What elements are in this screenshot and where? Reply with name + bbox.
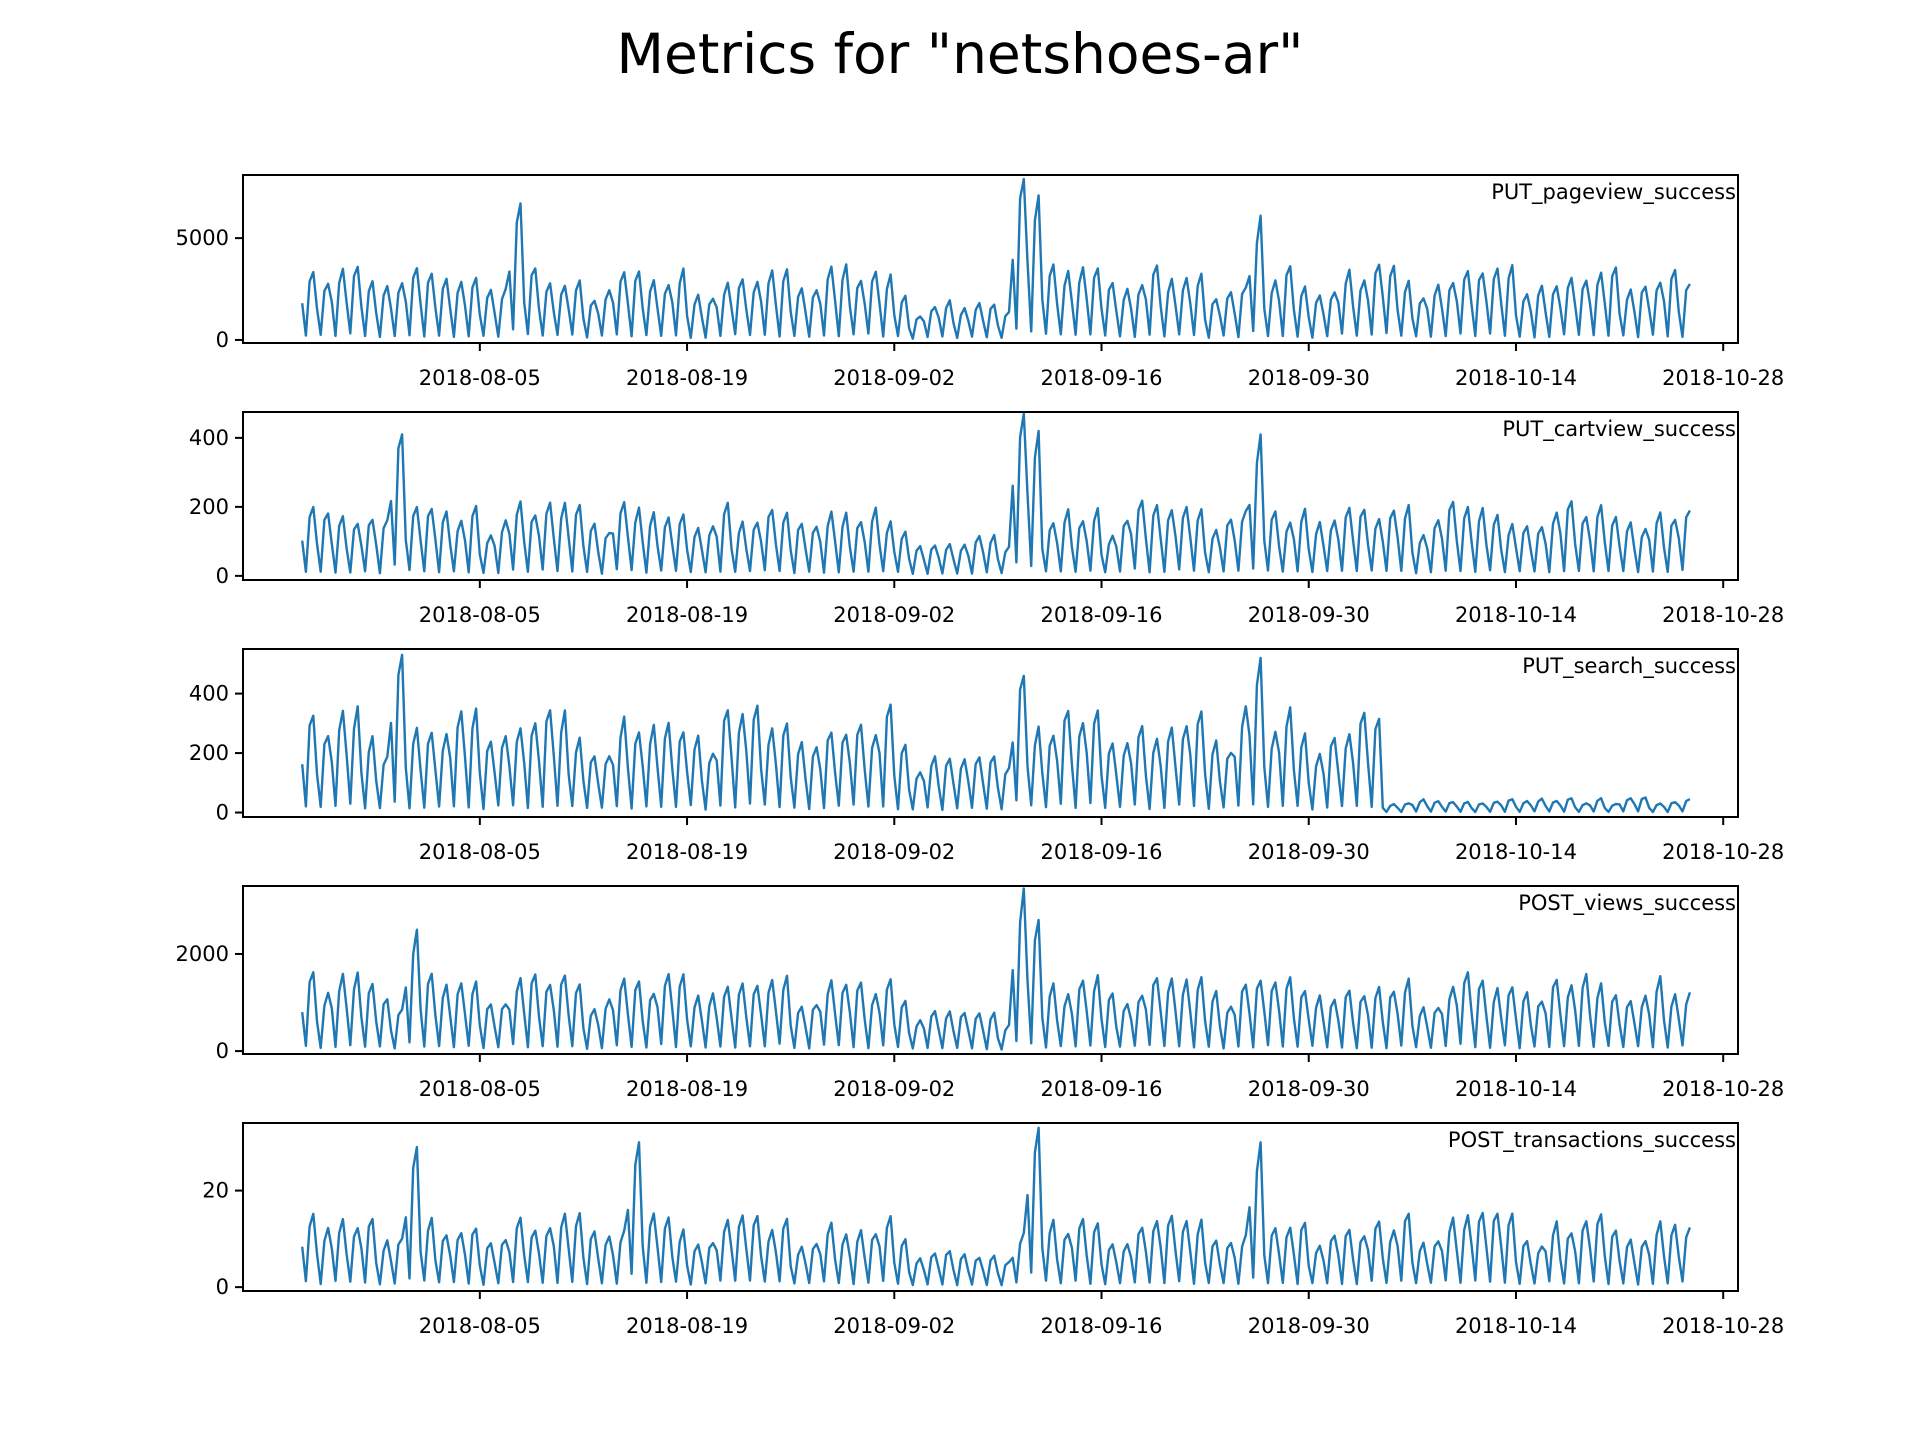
x-tick-label: 2018-08-05: [419, 840, 541, 864]
x-tick-label: 2018-10-28: [1662, 840, 1784, 864]
x-tick-label: 2018-09-16: [1040, 1077, 1162, 1101]
x-tick-label: 2018-08-19: [626, 840, 748, 864]
x-tick-label: 2018-10-14: [1455, 1314, 1577, 1338]
axes-frame-3: [242, 648, 1739, 818]
x-tick-label: 2018-09-16: [1040, 603, 1162, 627]
x-tick-label: 2018-09-02: [833, 603, 955, 627]
x-tick-label: 2018-09-16: [1040, 840, 1162, 864]
subplot-2: 0 200 400 2018-08-05 2018-08-19 2018-09-02 201…: [189, 411, 1784, 627]
x-tick-label: 2018-10-28: [1662, 1314, 1784, 1338]
panel-label: PUT_search_success: [1522, 654, 1736, 679]
x-tick-label: 2018-10-14: [1455, 366, 1577, 390]
axes-frame-1: [242, 174, 1739, 344]
x-tick-label: 2018-10-14: [1455, 603, 1577, 627]
x-tick-label: 2018-08-05: [419, 366, 541, 390]
x-tick-label: 2018-08-05: [419, 1314, 541, 1338]
y-tick-label: 2000: [176, 942, 229, 966]
x-tick-label: 2018-09-16: [1040, 366, 1162, 390]
x-tick-label: 2018-08-05: [419, 603, 541, 627]
x-tick-label: 2018-09-30: [1248, 1077, 1370, 1101]
series-line-5: [301, 1126, 1692, 1287]
x-tick-label: 2018-09-30: [1248, 603, 1370, 627]
subplot-5: 0 20 2018-08-05 2018-08-19 2018-09-02 2018-09…: [202, 1122, 1784, 1338]
figure-title: Metrics for "netshoes-ar": [616, 22, 1304, 86]
y-tick-label: 0: [216, 801, 229, 825]
panel-label: PUT_cartview_success: [1502, 417, 1736, 442]
panel-label: PUT_pageview_success: [1491, 180, 1736, 205]
y-tick-label: 200: [189, 741, 229, 765]
x-tick-label: 2018-10-28: [1662, 603, 1784, 627]
panel-label: POST_views_success: [1518, 891, 1736, 916]
x-tick-label: 2018-08-19: [626, 366, 748, 390]
y-tick-label: 5000: [176, 226, 229, 250]
x-tick-label: 2018-09-30: [1248, 1314, 1370, 1338]
y-tick-label: 0: [216, 564, 229, 588]
x-tick-label: 2018-09-30: [1248, 366, 1370, 390]
x-tick-label: 2018-10-14: [1455, 1077, 1577, 1101]
y-tick-label: 200: [189, 495, 229, 519]
x-tick-label: 2018-09-02: [833, 840, 955, 864]
y-tick-label: 400: [189, 426, 229, 450]
x-tick-label: 2018-08-19: [626, 1314, 748, 1338]
panel-label: POST_transactions_success: [1448, 1128, 1736, 1153]
x-tick-label: 2018-09-16: [1040, 1314, 1162, 1338]
series-line-1: [301, 177, 1691, 340]
x-tick-label: 2018-10-28: [1662, 1077, 1784, 1101]
subplot-4: 0 2000 2018-08-05 2018-08-19 2018-09-02 2018-…: [176, 885, 1784, 1101]
x-tick-label: 2018-08-19: [626, 1077, 748, 1101]
x-tick-label: 2018-09-30: [1248, 840, 1370, 864]
y-tick-label: 0: [216, 1275, 229, 1299]
series-line-4: [301, 887, 1692, 1051]
x-tick-label: 2018-09-02: [833, 1077, 955, 1101]
x-tick-label: 2018-10-28: [1662, 366, 1784, 390]
series-line-3: [301, 653, 1691, 814]
axes-frame-2: [242, 411, 1739, 581]
x-tick-label: 2018-10-14: [1455, 840, 1577, 864]
subplot-1: 0 5000 2018-08-05 2018-08-19 2018-09-02 2018-…: [176, 174, 1784, 390]
subplot-3: 0 200 400 2018-08-05 2018-08-19 2018-09-02 201…: [189, 648, 1784, 864]
y-tick-label: 400: [189, 682, 229, 706]
x-tick-label: 2018-09-02: [833, 1314, 955, 1338]
axes-frame-5: [242, 1122, 1739, 1292]
x-tick-label: 2018-08-19: [626, 603, 748, 627]
y-tick-label: 0: [216, 328, 229, 352]
y-tick-label: 0: [216, 1039, 229, 1063]
x-tick-label: 2018-09-02: [833, 366, 955, 390]
axes-frame-4: [242, 885, 1739, 1055]
x-tick-label: 2018-08-05: [419, 1077, 541, 1101]
series-line-2: [301, 412, 1691, 576]
y-tick-label: 20: [202, 1179, 229, 1203]
